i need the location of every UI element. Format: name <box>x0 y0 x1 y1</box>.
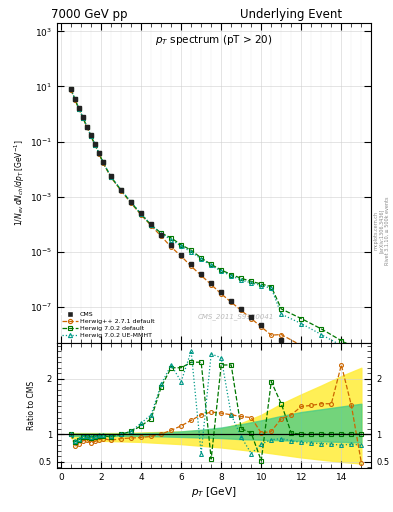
Text: mcplots.cern.ch: mcplots.cern.ch <box>373 211 378 250</box>
Y-axis label: Ratio to CMS: Ratio to CMS <box>27 381 36 430</box>
Text: Rivet 3.1.10, ≥ 500k events: Rivet 3.1.10, ≥ 500k events <box>385 196 390 265</box>
Text: 7000 GeV pp: 7000 GeV pp <box>51 8 128 20</box>
Legend: CMS, Herwig++ 2.7.1 default, Herwig 7.0.2 default, Herwig 7.0.2 UE-MMHT: CMS, Herwig++ 2.7.1 default, Herwig 7.0.… <box>60 310 156 340</box>
X-axis label: $p_T$ [GeV]: $p_T$ [GeV] <box>191 485 237 499</box>
Text: $p_T$ spectrum (pT > 20): $p_T$ spectrum (pT > 20) <box>155 33 273 47</box>
Text: Underlying Event: Underlying Event <box>240 8 342 20</box>
Text: [arXiv:1306.3436]: [arXiv:1306.3436] <box>379 208 384 252</box>
Y-axis label: $1/N_{ev}\, dN_{ch} / dp_T\, [\mathrm{GeV}^{-1}]$: $1/N_{ev}\, dN_{ch} / dp_T\, [\mathrm{Ge… <box>13 140 27 226</box>
Text: CMS_2011_S9120041: CMS_2011_S9120041 <box>198 314 274 321</box>
